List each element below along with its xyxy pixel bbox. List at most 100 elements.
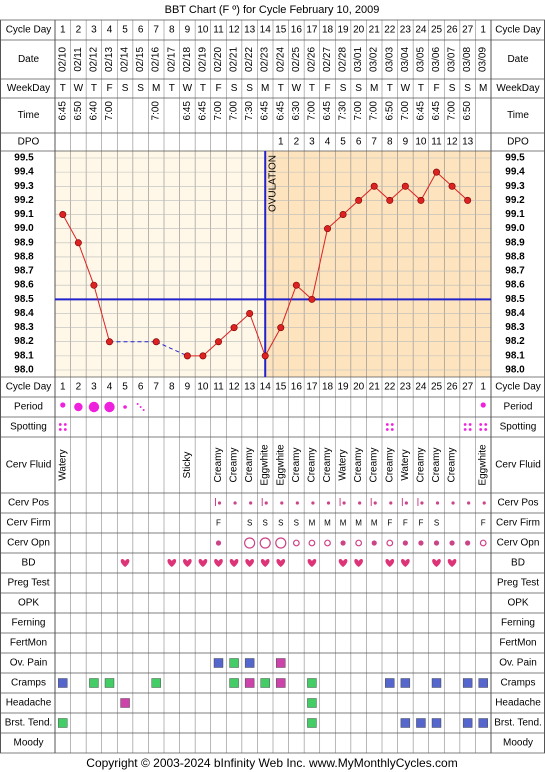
cycle-day-number: 8	[169, 25, 175, 36]
cerv-fluid-label-left: Cerv Fluid	[6, 460, 52, 471]
preg-test-label-right: Preg Test	[497, 578, 539, 589]
temp-segment	[280, 285, 297, 328]
spotting-mark	[390, 428, 394, 431]
cycle-day-number: 13	[244, 25, 256, 36]
date-label: 02/19	[197, 47, 208, 72]
time-label: 6:50	[462, 101, 473, 121]
dpo-label: 11	[431, 137, 442, 148]
cycle-day-number: 6	[138, 25, 144, 36]
time-label: 7:30	[338, 101, 349, 121]
temp-point	[199, 352, 207, 360]
cerv-pos-mark	[311, 501, 315, 505]
cerv-fluid-label: Creamy	[447, 447, 458, 482]
brst-tend-mark	[416, 718, 426, 728]
time-label: 7:00	[213, 101, 224, 121]
y-tick-label-right: 99.3	[505, 181, 525, 192]
dpo-label: 5	[340, 137, 346, 148]
cramps-mark	[276, 678, 286, 688]
opk-label-left: OPK	[18, 598, 39, 609]
spotting-mark	[484, 423, 488, 426]
cerv-opn-mark	[449, 540, 455, 546]
headache-label-right: Headache	[495, 698, 541, 709]
date-label: 02/25	[291, 47, 302, 72]
preg-test-label-left: Preg Test	[7, 578, 49, 589]
y-tick-label-left: 98.9	[14, 237, 34, 248]
cerv-fluid-label: Creamy	[353, 447, 364, 482]
temp-point	[448, 182, 456, 190]
date-label: 02/27	[322, 47, 333, 72]
time-label: 7:00	[151, 101, 162, 121]
cycle-day-number: 11	[213, 25, 224, 36]
y-tick-label-left: 98.5	[14, 294, 34, 305]
cycle-day-number-bottom: 3	[91, 382, 97, 393]
cycle-day-number: 17	[306, 25, 318, 36]
spotting-mark	[479, 423, 483, 426]
cramps-mark	[104, 678, 115, 688]
weekday-label: W	[401, 83, 411, 94]
y-tick-label-left: 99.0	[14, 223, 34, 234]
weekday-label-left: WeekDay	[7, 83, 50, 94]
cerv-fluid-label: Creamy	[384, 447, 395, 482]
temp-point	[308, 295, 316, 303]
cerv-firm-label: M	[355, 519, 362, 528]
period-mark	[136, 403, 139, 405]
spotting-mark	[58, 423, 62, 426]
cycle-day-number: 24	[415, 25, 427, 36]
weekday-label: S	[449, 83, 456, 94]
cycle-day-number-bottom: 18	[322, 382, 334, 393]
spotting-mark	[58, 428, 62, 431]
temp-point	[386, 196, 394, 204]
cycle-day-number-bottom: 1	[60, 382, 66, 393]
brst-tend-mark	[400, 718, 411, 728]
bd-heart-icon	[214, 558, 223, 567]
dpo-label: 7	[371, 137, 377, 148]
cycle-day-number: 19	[338, 25, 350, 36]
period-mark	[88, 401, 100, 413]
cerv-pos-mark	[467, 501, 471, 505]
headache-label-left: Headache	[6, 698, 52, 709]
date-label: 02/26	[306, 47, 317, 72]
temp-point	[230, 324, 238, 332]
temp-point	[90, 281, 98, 289]
bd-heart-icon	[229, 558, 239, 567]
temp-segment	[358, 185, 375, 201]
cramps-mark	[89, 678, 99, 688]
date-label: 03/09	[478, 47, 489, 72]
cerv-firm-label: F	[418, 519, 423, 528]
cycle-day-number: 1	[60, 25, 66, 36]
bd-heart-icon	[120, 558, 130, 567]
cerv-pos-mark	[404, 501, 408, 505]
cycle-day-label-left: Cycle Day	[6, 25, 52, 36]
date-label: 02/20	[213, 47, 224, 72]
cerv-fluid-label: Creamy	[229, 447, 240, 482]
spotting-label-left: Spotting	[10, 422, 47, 433]
temp-segment	[77, 242, 95, 286]
spotting-mark	[63, 428, 67, 431]
bd-heart-icon	[260, 558, 270, 567]
cerv-firm-label: F	[481, 519, 486, 528]
cerv-pos-mark	[389, 501, 393, 505]
bd-heart-icon	[401, 558, 410, 567]
temp-segment	[249, 313, 266, 357]
y-tick-label-left: 99.2	[14, 195, 34, 206]
cerv-pos-mark	[451, 501, 455, 505]
date-label: 02/12	[88, 47, 99, 72]
cerv-fluid-label: Creamy	[322, 447, 333, 482]
ferning-label-left: Ferning	[12, 618, 46, 629]
time-label: 7:00	[400, 101, 411, 121]
cerv-fluid-label: Creamy	[431, 447, 442, 482]
brst-tend-mark	[307, 718, 317, 728]
cycle-day-number-bottom: 5	[122, 382, 128, 393]
cerv-pos-label-left: Cerv Pos	[8, 498, 49, 509]
date-label: 03/02	[369, 47, 380, 72]
weekday-label: W	[292, 83, 302, 94]
temp-point	[464, 196, 472, 204]
temp-point	[152, 338, 160, 346]
cerv-opn-mark	[371, 540, 377, 546]
weekday-label: S	[122, 83, 129, 94]
weekday-label: F	[106, 83, 112, 94]
date-label: 02/21	[229, 47, 240, 72]
temp-segment	[202, 341, 219, 357]
temp-segment-skipped	[156, 341, 188, 357]
y-tick-label-left: 98.7	[14, 266, 34, 277]
